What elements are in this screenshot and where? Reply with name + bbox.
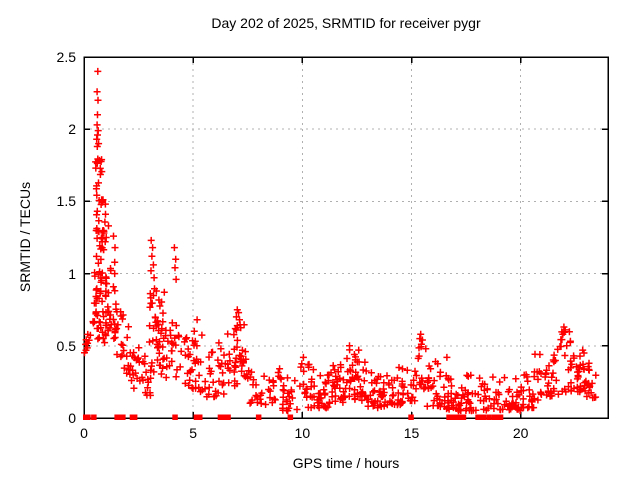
x-tick-label: 20 (512, 425, 529, 441)
x-axis-title: GPS time / hours (292, 455, 400, 471)
y-tick-label: 2.5 (56, 49, 76, 65)
x-tick-label: 15 (403, 425, 420, 441)
y-tick-label: 2 (68, 121, 76, 138)
y-tick-label: 0.5 (56, 337, 76, 354)
chart-title: Day 202 of 2025, SRMTID for receiver pyg… (211, 15, 481, 31)
x-tick-label: 5 (189, 425, 198, 441)
x-tick-label: 10 (294, 425, 311, 441)
x-tick-label: 0 (80, 425, 88, 441)
y-tick-label: 1 (68, 265, 76, 282)
y-tick-label: 1.5 (56, 193, 76, 210)
y-tick-label: 0 (68, 410, 76, 426)
